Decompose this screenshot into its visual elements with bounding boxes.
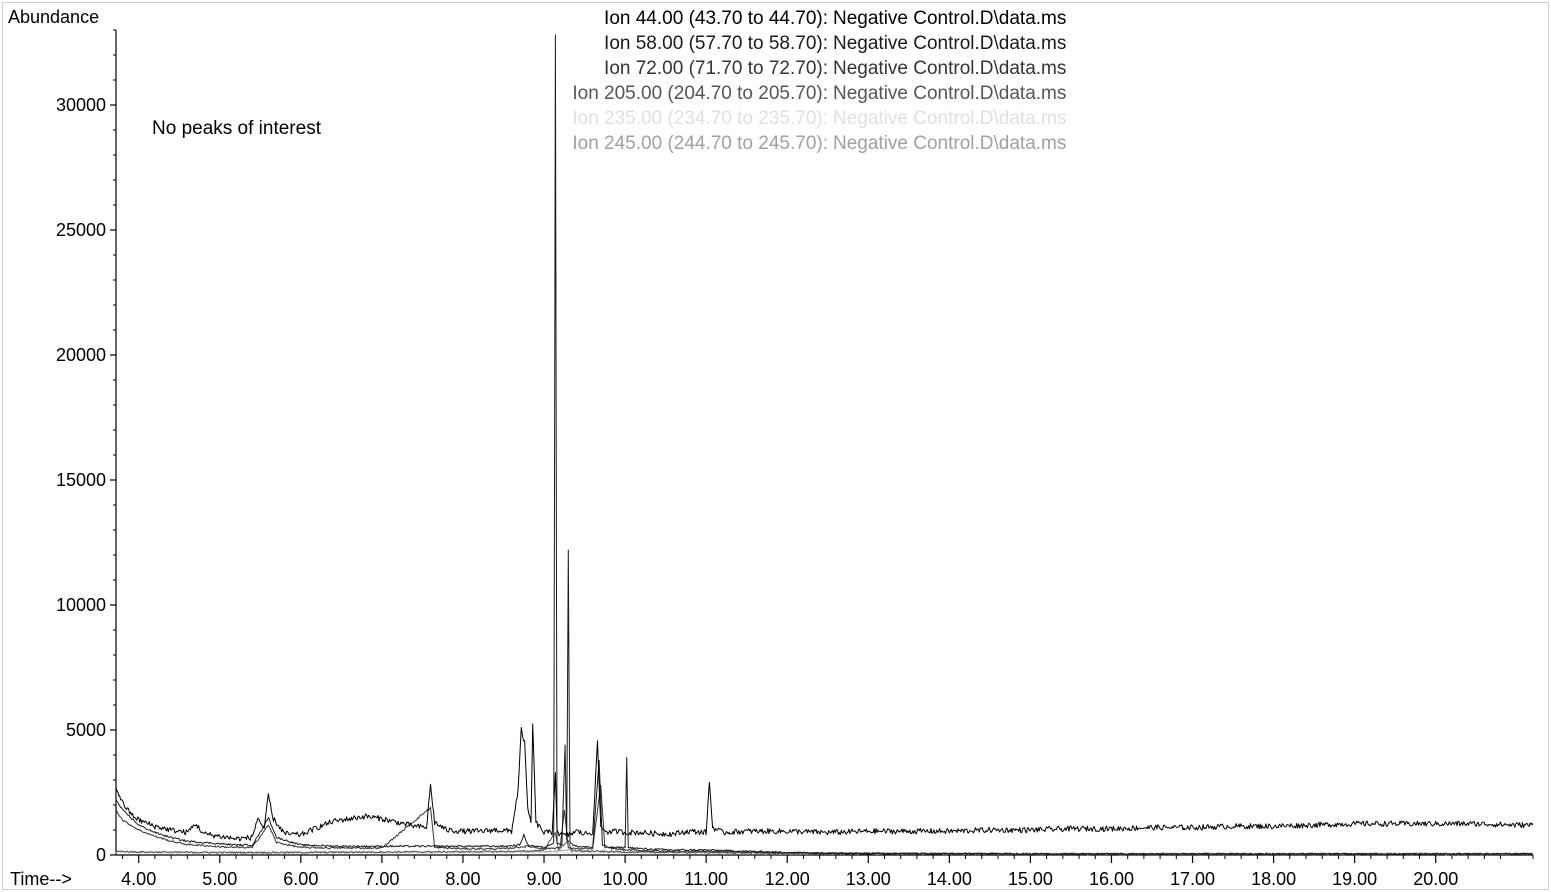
series-line-2: [115, 784, 1534, 856]
y-axis-label: Abundance: [8, 7, 99, 27]
x-tick-label: 17.00: [1170, 869, 1215, 889]
x-axis-label: Time-->: [10, 869, 72, 889]
legend-entry-file-3: Negative Control.D\data.ms: [833, 83, 1066, 104]
series-line-3: [115, 832, 1534, 856]
x-tick-label: 5.00: [202, 869, 237, 889]
y-tick-label: 5000: [66, 720, 106, 740]
annotation-no-peaks: No peaks of interest: [152, 118, 322, 139]
y-tick-label: 25000: [56, 220, 106, 240]
plot-series: [115, 34, 1534, 856]
series-line-0: [115, 723, 1534, 842]
x-tick-label: 10.00: [603, 869, 648, 889]
legend-entry-5: Ion 245.00 (244.70 to 245.70):: [572, 133, 828, 154]
x-tick-label: 8.00: [445, 869, 480, 889]
legend-entry-file-5: Negative Control.D\data.ms: [833, 133, 1066, 154]
series-line-1: [115, 34, 1534, 856]
x-ticks: 4.00 5.00 6.00 7.00 8.00 9.00 10.00 11.00 12.00 1…: [121, 855, 1534, 889]
y-tick-label: 0: [96, 845, 106, 865]
legend-entry-0: Ion 44.00 (43.70 to 44.70):: [604, 8, 828, 29]
x-tick-label: 7.00: [364, 869, 399, 889]
x-tick-label: 13.00: [846, 869, 891, 889]
legend: Ion 44.00 (43.70 to 44.70): Negative Cont…: [572, 8, 1066, 154]
y-ticks: 0 5000 10000 15000 20000 25000 30000: [56, 29, 116, 865]
x-tick-label: 18.00: [1251, 869, 1296, 889]
x-tick-label: 6.00: [283, 869, 318, 889]
y-tick-label: 15000: [56, 470, 106, 490]
x-tick-label: 14.00: [927, 869, 972, 889]
x-tick-label: 15.00: [1008, 869, 1053, 889]
y-tick-label: 20000: [56, 345, 106, 365]
x-tick-label: 16.00: [1089, 869, 1134, 889]
legend-entry-4: Ion 235.00 (234.70 to 235.70):: [572, 108, 828, 129]
legend-entry-file-0: Negative Control.D\data.ms: [833, 8, 1066, 29]
y-tick-label: 30000: [56, 95, 106, 115]
x-tick-label: 4.00: [121, 869, 156, 889]
legend-entry-3: Ion 205.00 (204.70 to 205.70):: [572, 83, 828, 104]
legend-entry-file-1: Negative Control.D\data.ms: [833, 33, 1066, 54]
legend-entry-1: Ion 58.00 (57.70 to 58.70):: [604, 33, 828, 54]
legend-entry-file-4: Negative Control.D\data.ms: [833, 108, 1066, 129]
x-tick-label: 11.00: [684, 869, 728, 889]
legend-entry-2: Ion 72.00 (71.70 to 72.70):: [604, 58, 828, 79]
x-tick-label: 9.00: [526, 869, 561, 889]
x-tick-label: 20.00: [1413, 869, 1458, 889]
x-tick-label: 19.00: [1332, 869, 1377, 889]
x-tick-label: 12.00: [765, 869, 810, 889]
legend-entry-file-2: Negative Control.D\data.ms: [833, 58, 1066, 79]
y-tick-label: 10000: [56, 595, 106, 615]
